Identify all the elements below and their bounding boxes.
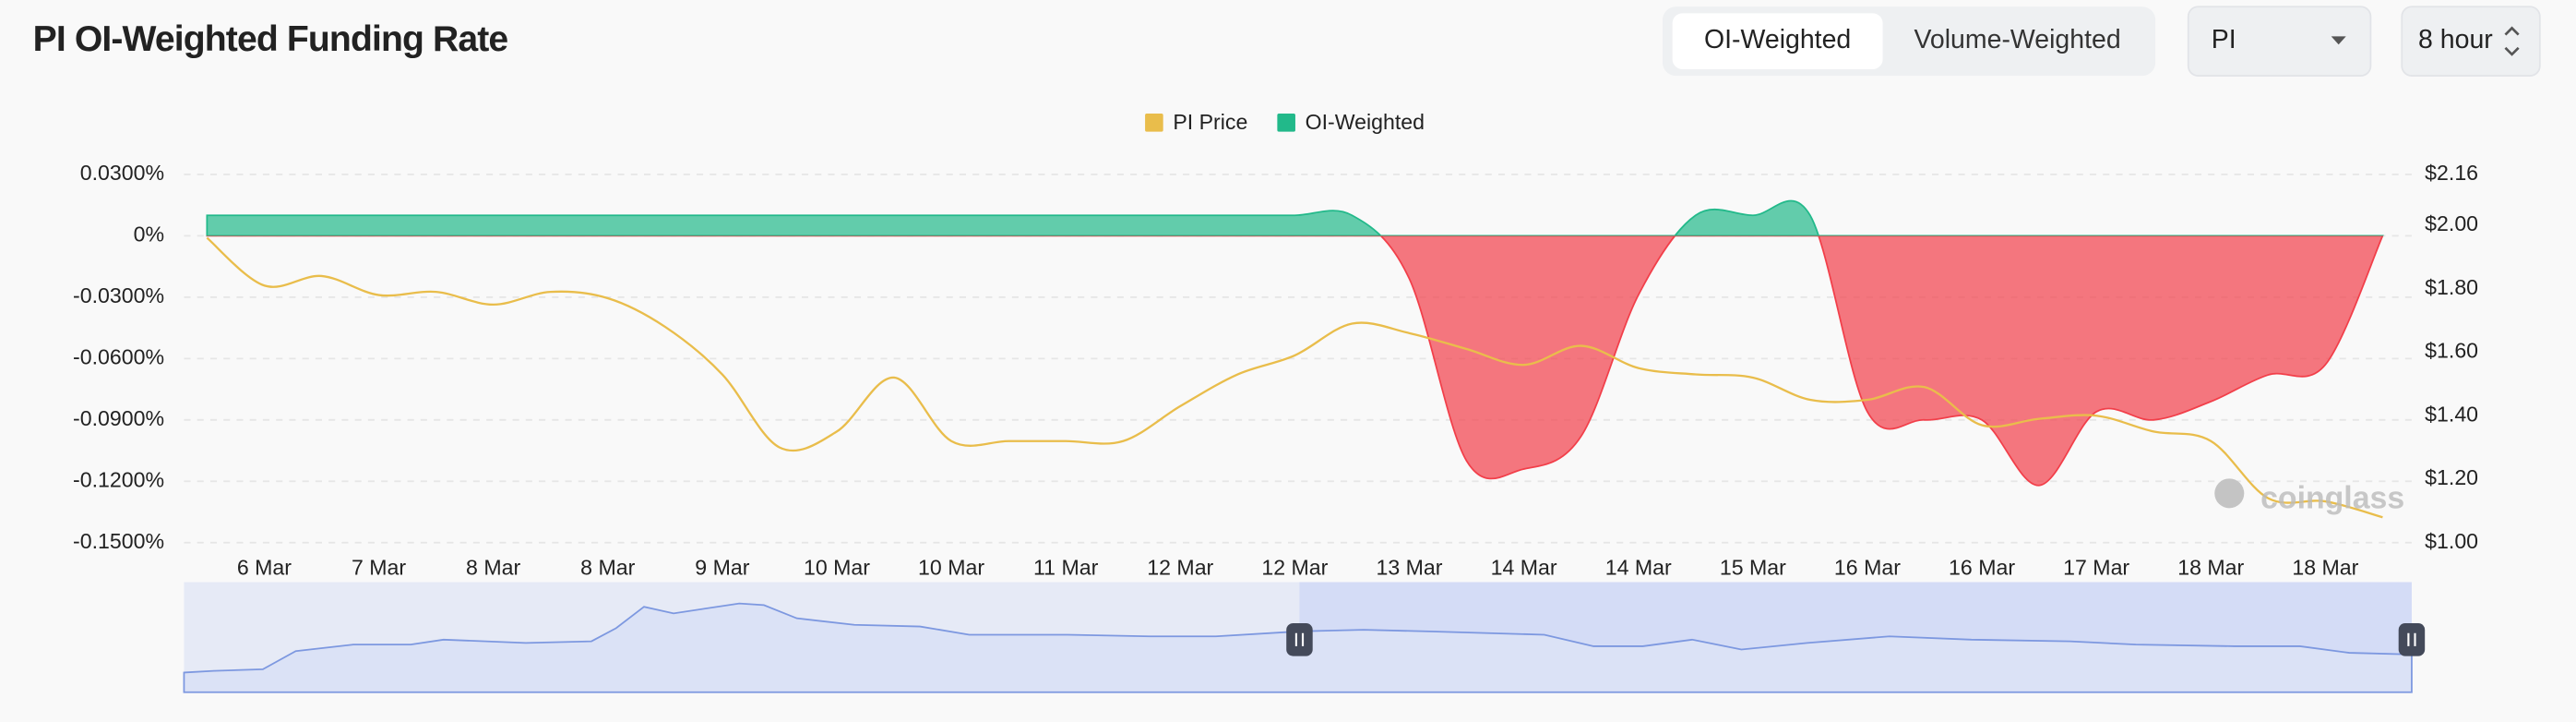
price-line [206,236,2383,519]
symbol-value: PI [2212,25,2236,54]
x-tick-label: 7 Mar [352,555,406,579]
navigator-handle[interactable] [2398,623,2426,656]
x-tick-label: 14 Mar [1491,555,1557,579]
title: PI OI-Weighted Funding Rate [33,19,508,59]
watermark: coinglass [2260,480,2404,515]
y2-tick-label: $2.00 [2425,211,2478,235]
legend-label: PI Price [1173,110,1247,134]
interval-select[interactable] [2401,6,2541,77]
x-tick-label: 16 Mar [1949,555,2015,579]
watermark-logo [2214,478,2245,509]
y-tick-label: 0% [134,222,164,246]
caret [2331,36,2346,45]
y2-tick-label: $1.00 [2425,529,2478,553]
legend: PI Price OI-Weighted [1145,110,1425,134]
x-tick-label: 14 Mar [1605,555,1672,579]
y-tick-label: -0.0600% [73,344,164,368]
x-tick-label: 8 Mar [466,555,520,579]
x-tick-label: 10 Mar [918,555,984,579]
y-tick-label: 0.0300% [80,161,164,185]
legend-label: OI-Weighted [1306,110,1425,134]
plot [206,199,2384,519]
x-tick-label: 12 Mar [1147,555,1213,579]
x-tick-label: 9 Mar [695,555,749,579]
navigator-handle[interactable] [1286,623,1313,656]
x-tick-label: 13 Mar [1377,555,1443,579]
x-tick-label: 18 Mar [2292,555,2358,579]
handle-grip [1294,632,2416,646]
y2-tick-label: $1.40 [2425,402,2478,426]
spinner [2504,26,2520,56]
x-tick-label: 12 Mar [1261,555,1328,579]
y2-tick-label: $1.80 [2425,275,2478,299]
x-tick-label: 17 Mar [2063,555,2129,579]
y2-tick-label: $1.60 [2425,339,2478,363]
x-tick-label: 18 Mar [2177,555,2244,579]
mode-button[interactable]: OI-Weighted [1704,25,1851,54]
x-tick-label: 16 Mar [1834,555,1901,579]
funding-area [206,199,2384,487]
x-tick-label: 6 Mar [237,555,292,579]
x-tick-label: 11 Mar [1033,555,1099,579]
y-tick-label: -0.0300% [73,283,164,307]
mode-selected[interactable] [1672,13,1883,69]
legend-swatch [1145,114,1163,132]
axes: 0.0300% 0% -0.0300% -0.0600% -0.0900% -0.1200… [73,161,2478,579]
y2-tick-label: $1.20 [2425,465,2478,489]
x-tick-label: 8 Mar [580,555,635,579]
x-tick-label: 10 Mar [804,555,870,579]
mode-button[interactable]: Volume-Weighted [1914,25,2120,54]
y-tick-label: -0.0900% [73,406,164,430]
symbol-select[interactable] [2187,6,2372,77]
x-tick-label: 15 Mar [1720,555,1786,579]
y2-tick-label: $2.16 [2425,161,2478,185]
y-tick-label: -0.1500% [73,529,164,553]
y-tick-label: -0.1200% [73,467,164,491]
interval-value: 8 hour [2418,25,2493,54]
legend-swatch [1277,114,1295,132]
